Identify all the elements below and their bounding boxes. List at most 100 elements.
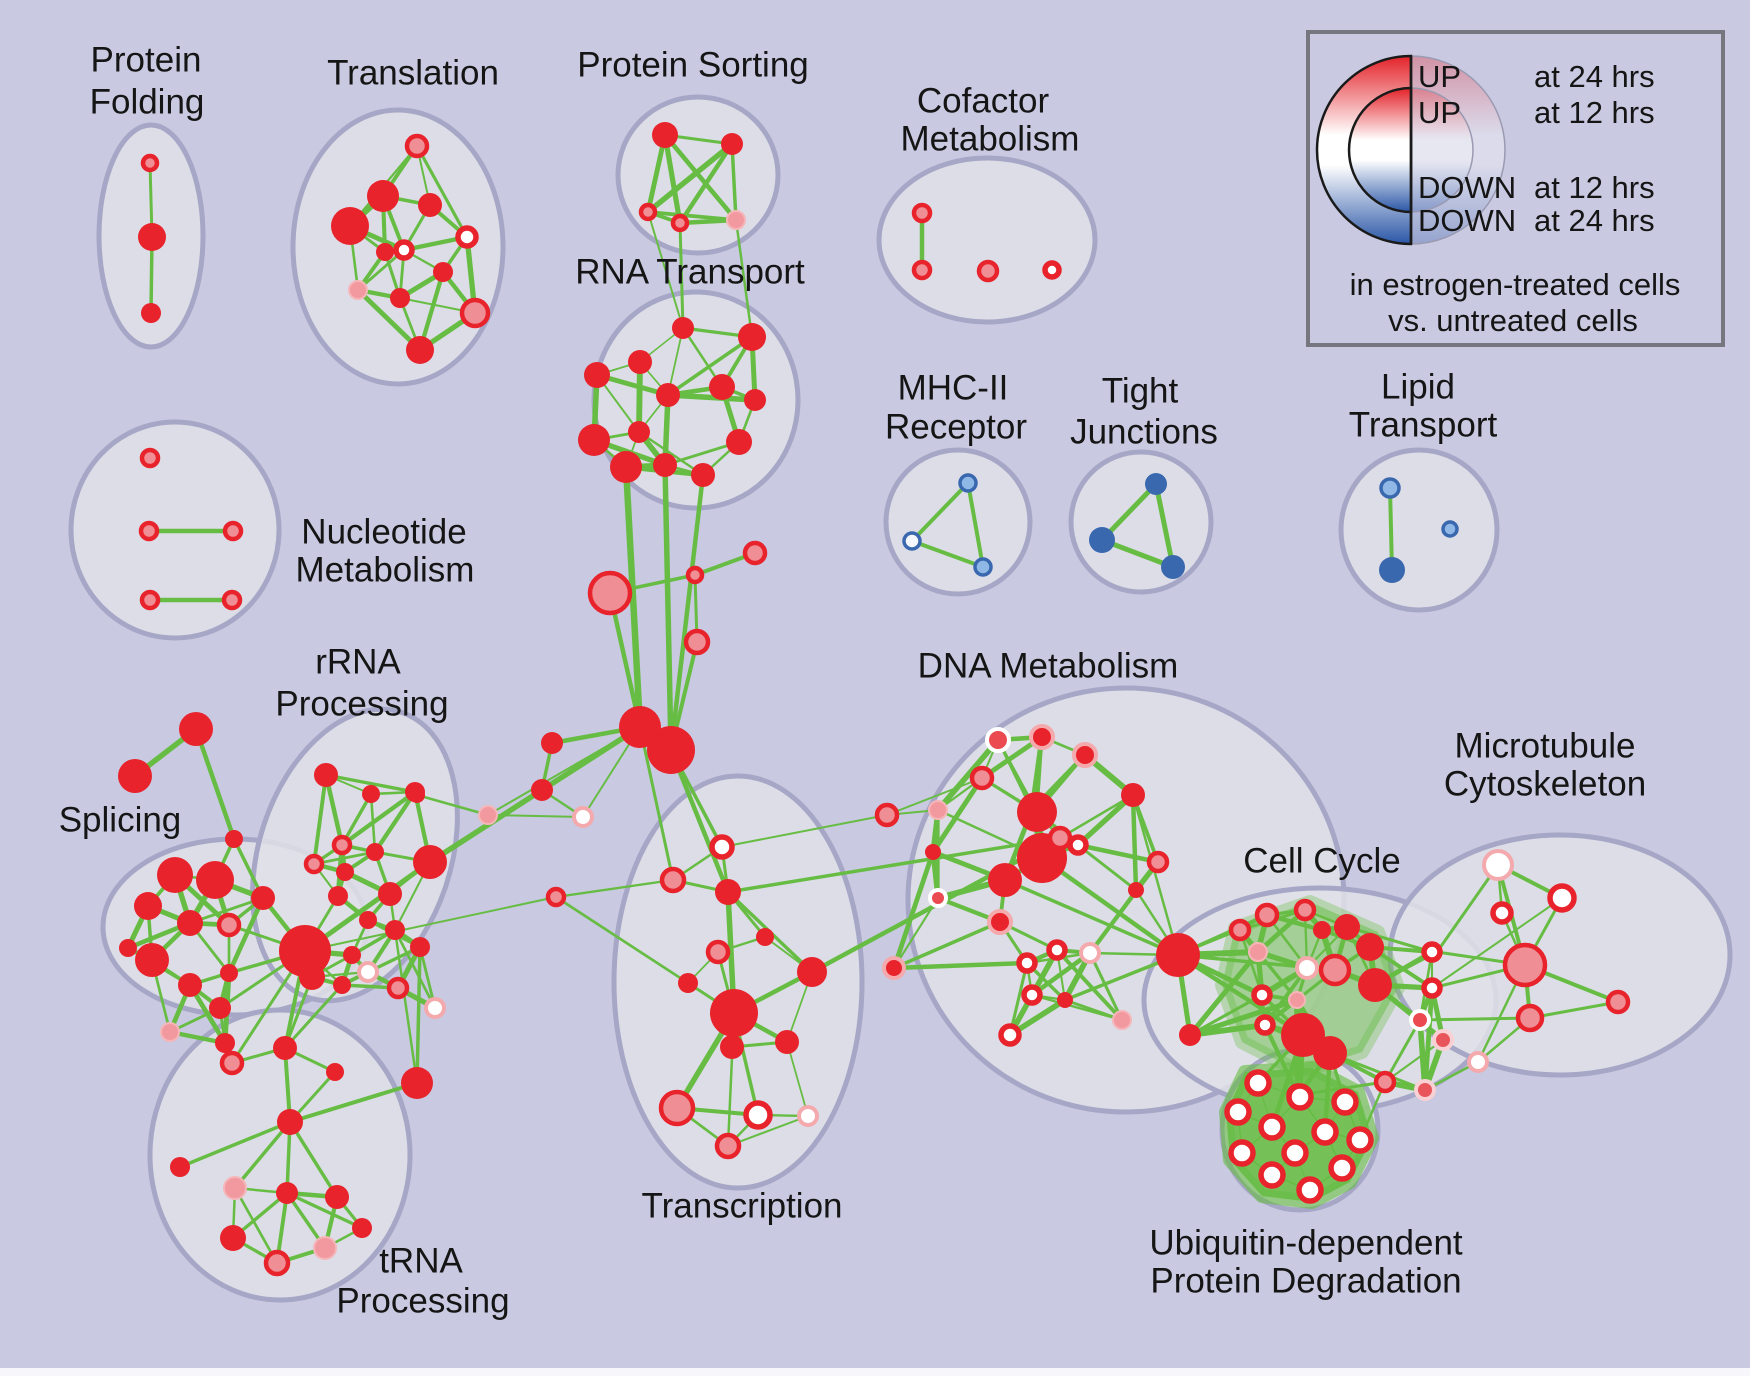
network-node — [925, 844, 941, 860]
network-node — [1286, 1083, 1314, 1111]
network-edge — [226, 895, 266, 976]
network-node — [118, 759, 152, 793]
network-edge — [637, 430, 705, 477]
network-edge — [665, 392, 758, 403]
network-node — [572, 806, 594, 828]
network-node — [1228, 1139, 1256, 1167]
network-node — [710, 989, 758, 1037]
network-node — [348, 280, 368, 300]
network-node — [299, 964, 325, 990]
network-node — [1254, 1014, 1276, 1036]
cluster-label-mhc-ii-receptor: Receptor — [885, 407, 1027, 446]
network-node — [619, 706, 661, 748]
cluster-label-microtubule-cytoskeleton: Cytoskeleton — [1444, 764, 1646, 803]
network-node — [352, 1218, 372, 1238]
cluster-ellipse-trna-processing — [147, 1007, 413, 1303]
network-node — [455, 225, 479, 249]
network-node — [138, 520, 160, 542]
network-node — [797, 957, 827, 987]
cluster-ellipse-transcription — [611, 773, 865, 1191]
network-edge — [734, 218, 754, 339]
network-node — [1128, 882, 1144, 898]
network-edge — [355, 287, 423, 353]
network-node — [273, 1036, 297, 1060]
network-node — [390, 288, 410, 308]
network-node — [1421, 977, 1443, 999]
network-node — [928, 800, 948, 820]
legend-inner-circle-solid-half — [1347, 86, 1413, 214]
network-edge — [607, 590, 643, 730]
network-node — [541, 732, 563, 754]
cluster-ellipse-tight-junctions — [1068, 449, 1214, 595]
network-edge — [372, 789, 418, 855]
network-node — [279, 925, 331, 977]
network-node — [209, 997, 231, 1019]
network-node — [1605, 989, 1631, 1015]
network-edge — [645, 132, 668, 215]
network-node — [433, 262, 453, 282]
network-node — [714, 1132, 742, 1160]
network-node — [1293, 898, 1317, 922]
network-node — [1313, 921, 1331, 939]
legend-time-label: at 24 hrs — [1534, 59, 1655, 94]
network-node — [139, 447, 161, 469]
network-edge — [677, 141, 735, 226]
network-node — [179, 712, 213, 746]
network-node — [1281, 1139, 1309, 1167]
network-edge — [1008, 961, 1029, 1037]
network-node — [314, 763, 338, 787]
network-edge — [1075, 842, 1161, 865]
cluster-label-splicing: Splicing — [59, 800, 182, 839]
network-edge — [910, 481, 970, 543]
network-edge — [647, 211, 684, 329]
network-node — [709, 834, 735, 860]
network-edge — [393, 928, 437, 1010]
network-edge — [668, 747, 731, 895]
cluster-label-cell-cycle: Cell Cycle — [1243, 841, 1401, 880]
network-node — [1112, 1010, 1132, 1030]
network-node — [404, 133, 430, 159]
network-node — [1373, 1070, 1397, 1094]
network-node — [359, 911, 377, 929]
cluster-ellipse-mhc-ii-receptor — [883, 447, 1033, 597]
network-node — [139, 589, 161, 611]
network-node — [587, 570, 633, 616]
network-node — [1156, 933, 1200, 977]
network-node — [393, 239, 415, 261]
network-node — [263, 1249, 291, 1277]
network-edge — [312, 850, 377, 866]
network-edge — [1175, 952, 1306, 1038]
network-edge — [1030, 993, 1124, 1022]
network-node — [1328, 1154, 1356, 1182]
network-edge — [1422, 985, 1435, 1093]
network-node — [177, 910, 203, 936]
network-node — [1421, 941, 1443, 963]
network-node — [1379, 557, 1405, 583]
network-node — [331, 834, 353, 856]
cluster-label-mhc-ii-receptor: MHC-II — [898, 368, 1009, 407]
network-node — [221, 589, 243, 611]
network-node — [1490, 901, 1514, 925]
network-node — [215, 1033, 235, 1053]
network-edge — [1187, 949, 1261, 1038]
network-node — [357, 961, 379, 983]
network-node — [385, 920, 405, 940]
network-node — [656, 383, 680, 407]
network-node — [1318, 953, 1352, 987]
network-node — [222, 520, 244, 542]
network-edge — [324, 773, 417, 794]
network-node — [366, 843, 384, 861]
network-node — [277, 1109, 303, 1135]
network-node — [1295, 956, 1319, 980]
network-node — [160, 1022, 180, 1042]
network-edge — [1383, 1018, 1422, 1084]
network-node — [1311, 1118, 1339, 1146]
legend-time-label: at 12 hrs — [1534, 95, 1655, 130]
network-edge — [1058, 793, 1135, 840]
cluster-label-cofactor-metabolism: Cofactor — [917, 81, 1050, 120]
network-node — [691, 463, 715, 487]
network-node — [738, 323, 766, 351]
network-node — [331, 207, 369, 245]
network-node — [1228, 918, 1252, 942]
